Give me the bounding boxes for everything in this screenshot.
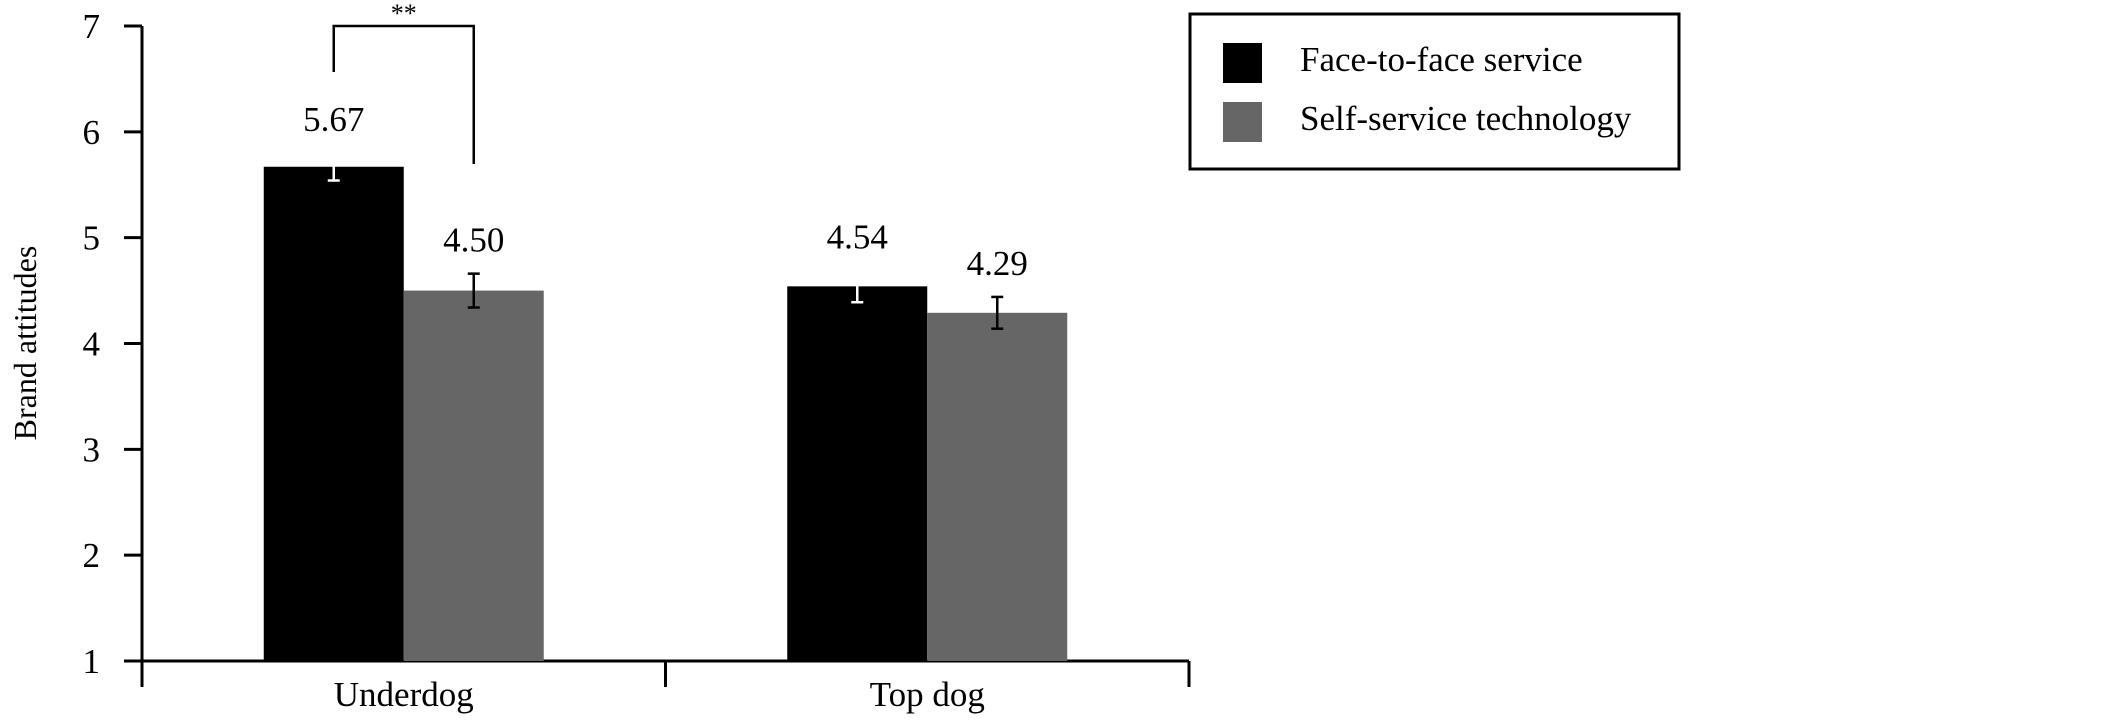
legend-label-self-service: Self-service technology [1300, 99, 1632, 138]
error-bars [327, 151, 1004, 330]
data-label-top-dog-face-to-face-service: 4.54 [827, 217, 888, 256]
y-tick-label: 6 [83, 113, 101, 152]
bar-top-dog-face-to-face-service [787, 286, 928, 661]
data-labels: 5.67 4.50 4.54 4.29 [303, 100, 1028, 283]
legend-box [1188, 12, 1681, 171]
significance-bracket: ** [332, 0, 475, 164]
y-tick-label: 2 [83, 536, 101, 575]
bar-underdog-self-service-technology [403, 290, 544, 661]
y-tick-label: 4 [83, 325, 101, 364]
y-tick-label: 5 [83, 219, 101, 258]
y-tick-label: 7 [83, 7, 101, 46]
error-bar-underdog-self-service-technology [467, 272, 480, 309]
x-tick-label-underdog: Underdog [334, 675, 474, 714]
significance-annotations: ** [332, 0, 475, 164]
data-label-underdog-self-service-technology: 4.50 [443, 221, 504, 260]
y-axis-title: Brand attitudes [7, 246, 43, 441]
data-label-underdog-face-to-face-service: 5.67 [303, 100, 364, 139]
error-bar-underdog-face-to-face-service [327, 151, 340, 182]
legend: Face-to-face service Self-service techno… [1188, 12, 1681, 171]
legend-swatch-self-service [1223, 102, 1262, 142]
y-ticks: 1 2 3 4 5 6 7 [83, 7, 142, 681]
error-bar-top-dog-self-service-technology [991, 295, 1004, 330]
error-bar-top-dog-face-to-face-service [851, 269, 864, 304]
x-tick-label-top-dog: Top dog [870, 675, 985, 714]
legend-swatch-face-to-face [1223, 43, 1262, 83]
significance-marker: ** [391, 0, 417, 28]
bar-underdog-face-to-face-service [263, 166, 404, 661]
x-ticks: Underdog Top dog [140, 661, 1191, 714]
bracket-line [332, 24, 475, 164]
bar-top-dog-self-service-technology [927, 312, 1068, 661]
legend-label-face-to-face: Face-to-face service [1300, 40, 1583, 79]
y-tick-label: 1 [83, 642, 101, 681]
bars [263, 166, 1068, 661]
y-tick-label: 3 [83, 430, 101, 469]
data-label-top-dog-self-service-technology: 4.29 [967, 244, 1028, 283]
